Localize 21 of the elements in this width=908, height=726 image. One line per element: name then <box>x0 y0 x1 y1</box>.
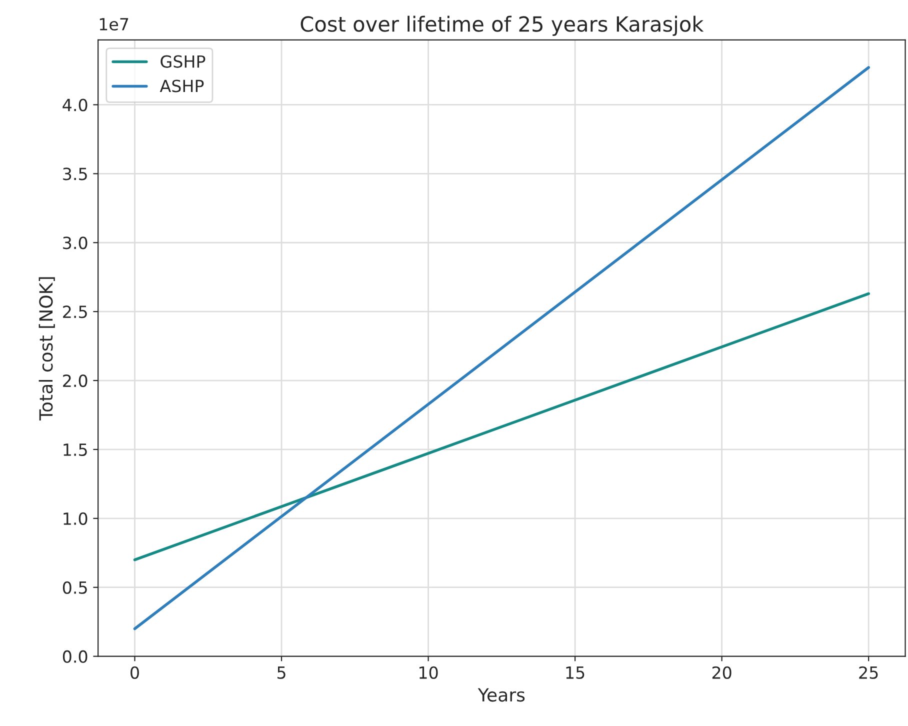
legend-label: ASHP <box>160 80 204 92</box>
chart-title: Cost over lifetime of 25 years Karasjok <box>300 16 704 36</box>
y-tick-label: 3.5 <box>63 168 87 180</box>
x-tick-label: 15 <box>566 666 584 679</box>
x-tick-label: 5 <box>278 666 286 679</box>
x-axis-title: Years <box>478 688 525 702</box>
text: 1e7 <box>100 18 128 31</box>
y-tick-label: 0.5 <box>62 581 87 594</box>
legend-label: GSHP <box>160 55 206 68</box>
y-tick-label: 2.0 <box>63 374 88 388</box>
x-tick-label: 10 <box>420 666 438 679</box>
y-tick-label: 1.5 <box>64 444 87 456</box>
y-axis-title: Total cost [NOK] <box>38 277 55 421</box>
x-tick-label: 25 <box>859 666 878 679</box>
y-tick-label: 4.0 <box>62 98 88 112</box>
y-tick-label: 3.0 <box>63 236 88 250</box>
y-tick-label: 0.0 <box>62 650 88 663</box>
x-tick-label: 20 <box>712 666 732 679</box>
y-tick-label: 1.0 <box>64 512 88 525</box>
y-tick-label: 2.5 <box>63 306 87 318</box>
x-tick-label: 0 <box>130 666 139 679</box>
